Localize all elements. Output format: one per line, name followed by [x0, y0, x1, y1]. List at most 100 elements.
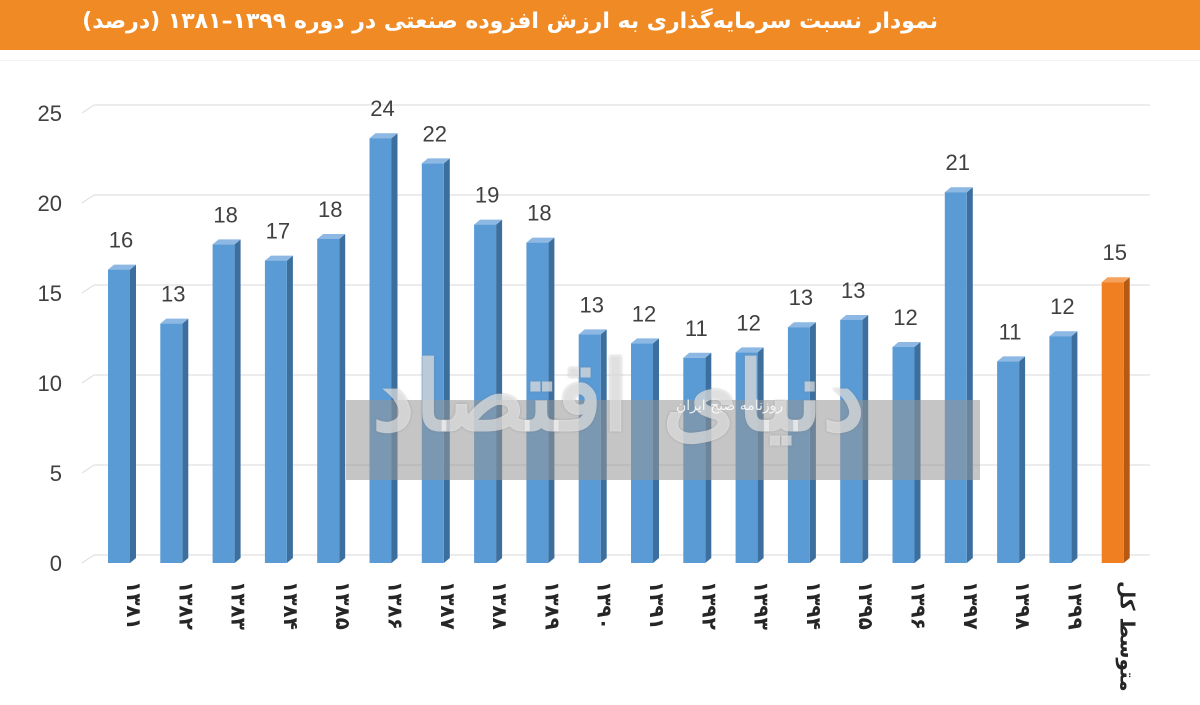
- bar: [212, 244, 235, 563]
- value-label: 11: [999, 319, 1022, 344]
- value-label: 13: [161, 282, 185, 307]
- value-label: 13: [579, 292, 603, 317]
- x-tick-label: ۱۳۹۸: [1011, 581, 1035, 630]
- bar-side: [234, 239, 241, 563]
- value-labels: 16 13 18 17 18 24 22 19 18 13 12 11 12 13 13 12 21 11 12 15: [109, 96, 1127, 344]
- x-tick-label: ۱۳۸۲: [174, 581, 198, 630]
- bar-side: [182, 318, 189, 563]
- bar: [1101, 282, 1124, 563]
- value-label: 18: [213, 202, 237, 227]
- watermark-band: [346, 400, 980, 480]
- value-label: 12: [1050, 294, 1074, 319]
- bar-top: [474, 219, 503, 225]
- bar-side: [286, 255, 293, 563]
- bar-top: [944, 187, 973, 193]
- bar-side: [1071, 331, 1078, 563]
- value-label: 13: [789, 285, 813, 310]
- value-label: 19: [475, 183, 499, 208]
- x-tick-label: ۱۳۸۶: [384, 581, 408, 630]
- value-label: 18: [527, 201, 551, 226]
- x-tick-label: ۱۳۸۳: [227, 581, 251, 630]
- watermark-logo: دنیای اقتصاد: [372, 340, 866, 453]
- value-label: 13: [841, 278, 865, 303]
- gridline-depth: [81, 464, 95, 474]
- title-divider: [0, 50, 1200, 61]
- bar-side: [1123, 277, 1130, 563]
- y-axis: 0 5 10 15 20 25: [38, 101, 62, 576]
- y-tick-label: 15: [38, 281, 62, 306]
- bar-2: [160, 318, 189, 563]
- gridlines: [81, 104, 1150, 564]
- value-label: 17: [266, 219, 290, 244]
- gridline-depth: [81, 284, 95, 294]
- value-label: 11: [685, 316, 708, 341]
- bar-top: [317, 234, 346, 239]
- bar-top: [578, 329, 607, 335]
- value-label: 12: [736, 310, 760, 335]
- bar-4: [264, 255, 293, 563]
- x-tick-label: ۱۳۸۷: [436, 581, 460, 630]
- bar: [1049, 336, 1072, 563]
- bar-top: [421, 158, 450, 164]
- bar-side: [1019, 356, 1026, 563]
- bar-top: [369, 133, 398, 139]
- gridline-depth: [81, 554, 95, 564]
- bar: [997, 361, 1020, 563]
- gridline-depth: [81, 374, 95, 384]
- bar: [944, 192, 967, 563]
- bar-side: [339, 234, 346, 563]
- bar-17: [944, 187, 973, 563]
- x-tick-label: متوسط کل: [1116, 581, 1140, 692]
- x-axis-labels: ۱۳۸۱ ۱۳۸۲ ۱۳۸۳ ۱۳۸۴ ۱۳۸۵ ۱۳۸۶ ۱۳۸۷ ۱۳۸۸ ۱۳۸۹ ۱۳۹۰…: [122, 581, 1140, 692]
- bar-top: [997, 356, 1026, 362]
- x-tick-label: ۱۳۹۹: [1063, 581, 1087, 630]
- bar: [264, 260, 287, 563]
- value-label: 12: [893, 305, 917, 330]
- bar-top: [1101, 277, 1130, 283]
- value-label: 12: [632, 301, 656, 326]
- bar-20: [1101, 277, 1130, 563]
- bar-5: [317, 234, 346, 563]
- bar-top: [631, 338, 659, 344]
- bar-top: [1049, 331, 1078, 337]
- x-tick-label: ۱۳۸۹: [540, 581, 564, 630]
- x-tick-label: ۱۳۹۴: [802, 581, 826, 630]
- y-tick-label: 0: [50, 551, 62, 576]
- x-tick-label: ۱۳۸۱: [122, 581, 146, 630]
- bar: [160, 323, 183, 563]
- bar-3: [212, 239, 241, 563]
- x-tick-label: ۱۳۹۱: [645, 581, 669, 630]
- gridline-depth: [81, 104, 95, 114]
- bar-top: [160, 318, 189, 324]
- bar: [108, 269, 130, 563]
- value-label: 16: [109, 228, 133, 253]
- y-tick-label: 10: [38, 371, 62, 396]
- x-tick-label: ۱۳۹۲: [697, 581, 721, 630]
- value-label: 21: [946, 150, 970, 175]
- y-tick-label: 20: [38, 191, 62, 216]
- x-tick-label: ۱۳۹۷: [959, 581, 983, 630]
- bar-top: [526, 237, 555, 243]
- y-tick-label: 25: [38, 101, 62, 126]
- x-tick-label: ۱۳۸۸: [488, 581, 512, 630]
- bar-top: [892, 342, 921, 347]
- bar-side: [966, 187, 973, 563]
- bar-top: [108, 264, 136, 270]
- value-label: 22: [423, 121, 447, 146]
- x-tick-label: ۱۳۸۴: [279, 581, 303, 630]
- bar-top: [264, 255, 293, 261]
- value-label: 24: [370, 96, 394, 121]
- gridline-depth: [81, 194, 95, 204]
- y-tick-label: 5: [50, 461, 62, 486]
- bar: [317, 239, 340, 563]
- bar-top: [840, 315, 869, 320]
- x-tick-label: ۱۳۹۵: [854, 581, 878, 630]
- chart-title-bar: نمودار نسبت سرمایه‌گذاری به ارزش افزوده …: [0, 0, 1200, 50]
- x-tick-label: ۱۳۸۵: [331, 581, 355, 630]
- x-tick-label: ۱۳۹۶: [907, 581, 931, 630]
- bar-top: [212, 239, 241, 245]
- x-tick-label: ۱۳۹۰: [593, 581, 617, 630]
- bar-top: [787, 322, 816, 328]
- value-label: 15: [1102, 240, 1126, 265]
